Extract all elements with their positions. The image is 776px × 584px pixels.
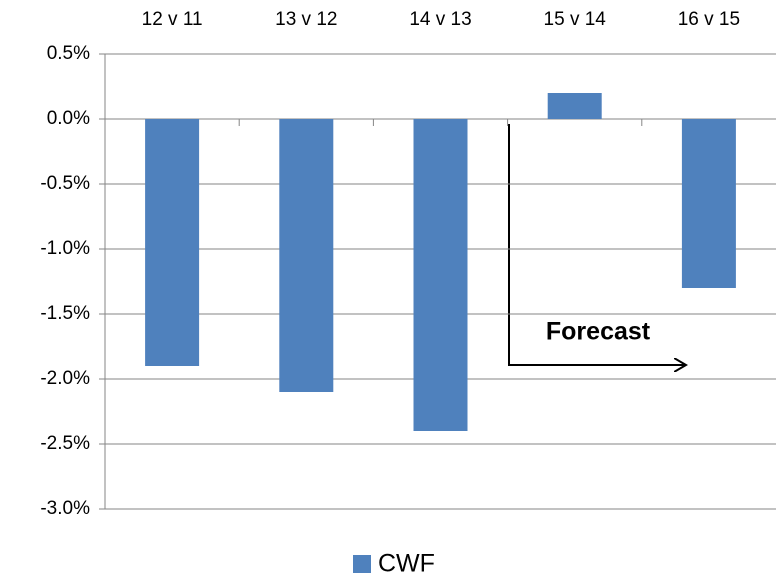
- bar: [413, 119, 468, 431]
- bar: [547, 93, 602, 119]
- y-tick-label: -1.0%: [40, 238, 90, 259]
- bar: [279, 119, 334, 392]
- forecast-arrow: [508, 124, 686, 365]
- x-tick-label: 12 v 11: [142, 9, 203, 30]
- legend-swatch: [353, 555, 371, 573]
- x-tick-label: 13 v 12: [275, 9, 337, 30]
- y-tick-label: -2.5%: [40, 433, 90, 454]
- x-tick-label: 14 v 13: [409, 9, 471, 30]
- y-tick-label: 0.0%: [47, 108, 90, 129]
- y-tick-label: -3.0%: [40, 498, 90, 519]
- y-tick-label: -1.5%: [40, 303, 90, 324]
- legend-label: CWF: [378, 550, 435, 578]
- bar: [145, 119, 200, 366]
- annotation: Forecast: [546, 318, 651, 346]
- bar: [681, 119, 736, 288]
- y-tick-label: -2.0%: [40, 368, 90, 389]
- y-tick-label: -0.5%: [40, 173, 90, 194]
- x-tick-label: 15 v 14: [544, 9, 607, 30]
- x-tick-label: 16 v 15: [678, 9, 740, 30]
- y-tick-label: 0.5%: [47, 43, 90, 64]
